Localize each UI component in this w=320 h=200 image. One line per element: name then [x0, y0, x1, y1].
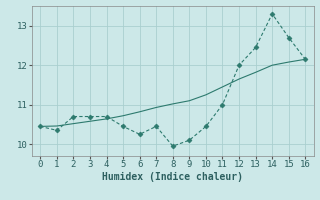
X-axis label: Humidex (Indice chaleur): Humidex (Indice chaleur) [102, 172, 243, 182]
